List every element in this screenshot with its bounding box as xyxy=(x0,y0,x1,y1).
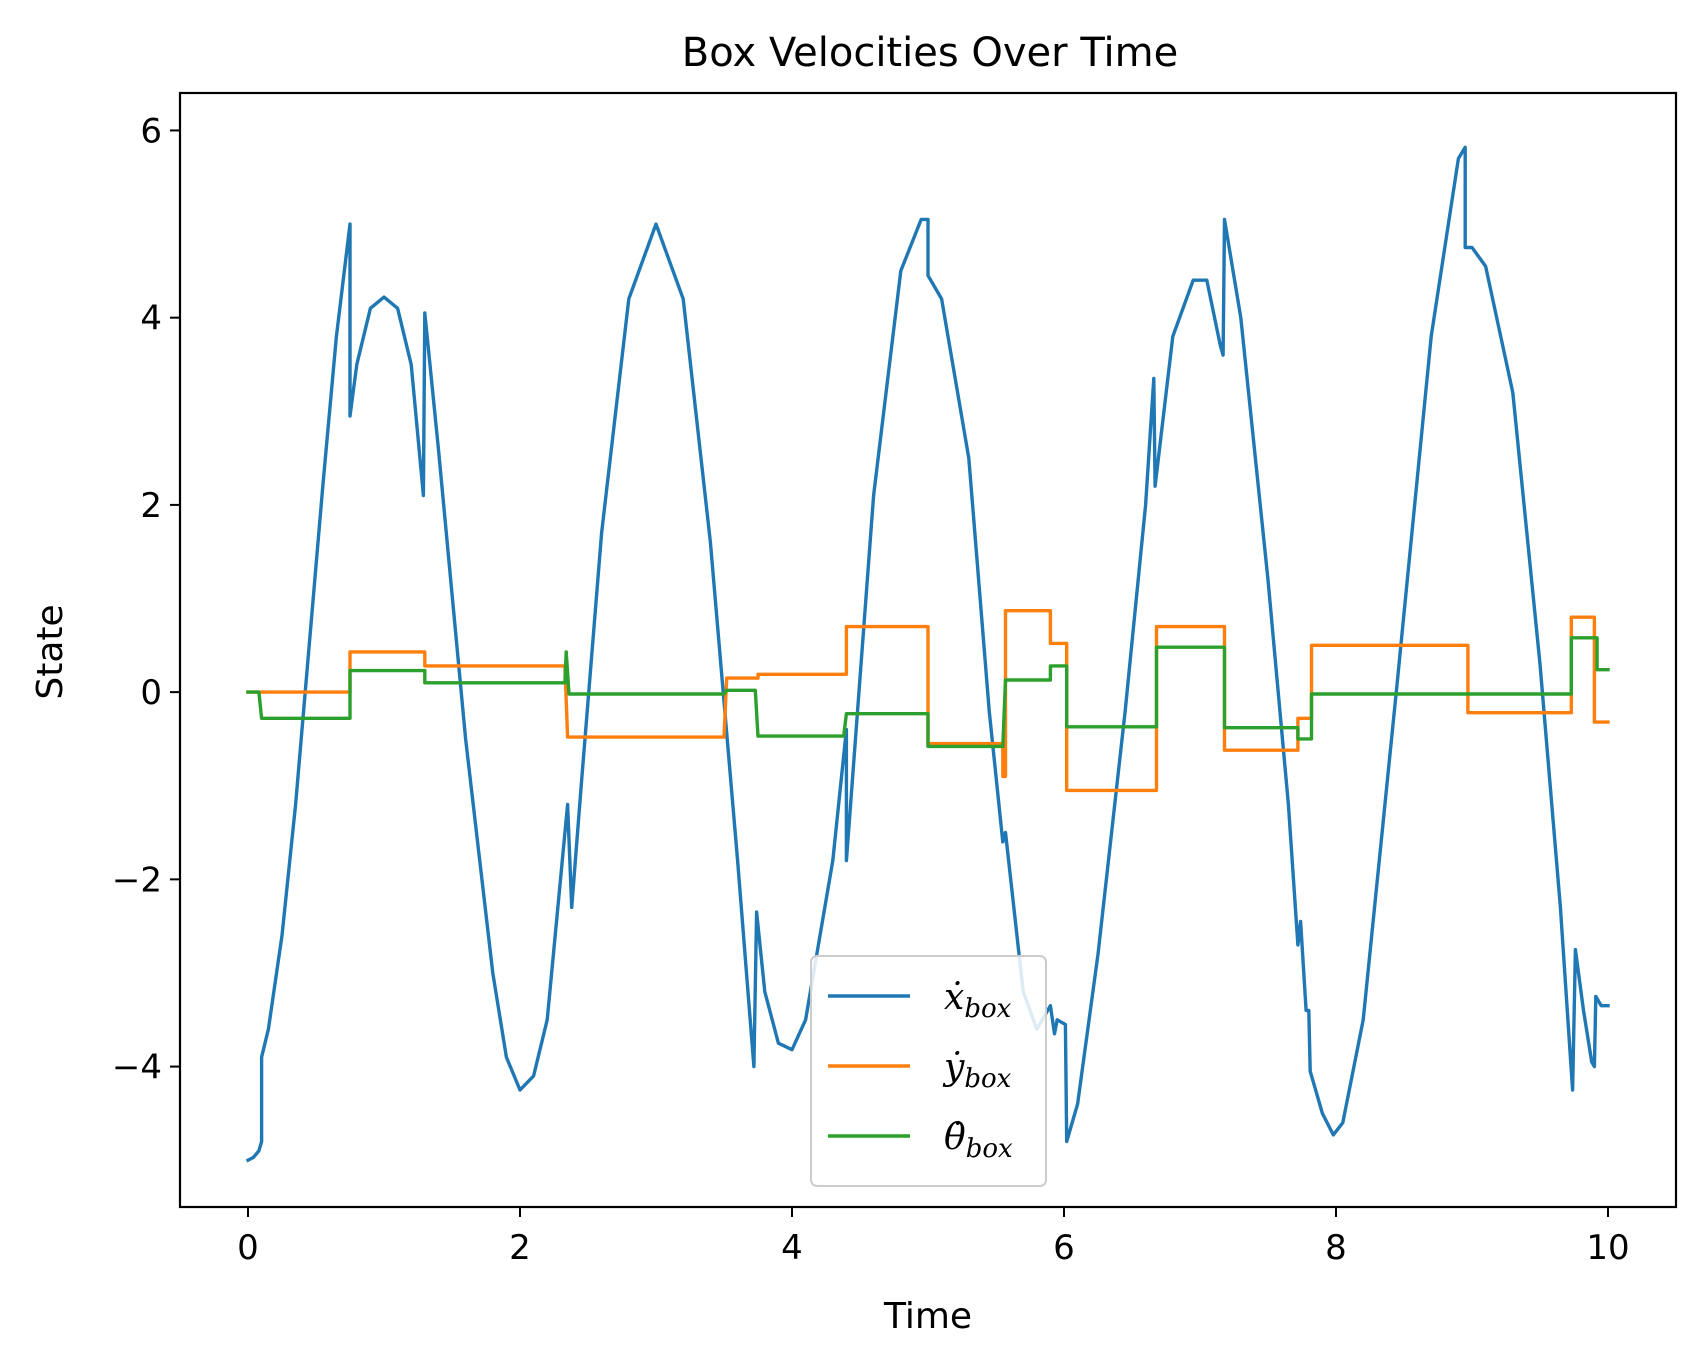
y-tick-label: 4 xyxy=(140,299,162,339)
y-tick-label: −4 xyxy=(112,1048,162,1088)
chart-title: Box Velocities Over Time xyxy=(682,30,1178,76)
y-tick-label: −2 xyxy=(112,860,162,900)
x-tick-label: 8 xyxy=(1325,1228,1347,1268)
legend-box xyxy=(810,955,1047,1187)
series-line-2 xyxy=(246,636,1610,749)
series-line-0 xyxy=(245,145,1610,1163)
y-tick-label: 2 xyxy=(140,486,162,526)
legend-label-0: ẋbox xyxy=(944,977,1012,1024)
x-tick-label: 10 xyxy=(1586,1228,1629,1268)
series-layer xyxy=(245,145,1610,1163)
x-tick-label: 0 xyxy=(237,1228,259,1268)
series-line-1 xyxy=(246,609,1610,793)
legend-label-1: ẏbox xyxy=(942,1047,1012,1094)
y-tick-label: 0 xyxy=(140,673,162,713)
legend-label-2: θ̇box xyxy=(944,1117,1013,1164)
y-axis-label: State xyxy=(30,604,71,699)
legend: ẋbox ẏbox θ̇box xyxy=(810,955,1047,1187)
x-axis-label: Time xyxy=(883,1296,972,1337)
plot-frame xyxy=(178,91,1678,1209)
ticks-layer: 0 2 4 6 8 10 −4 −2 0 2 4 6 xyxy=(112,111,1630,1268)
x-tick-label: 2 xyxy=(509,1228,531,1268)
x-tick-label: 6 xyxy=(1053,1228,1075,1268)
x-tick-label: 4 xyxy=(781,1228,803,1268)
y-tick-label: 6 xyxy=(140,111,162,151)
